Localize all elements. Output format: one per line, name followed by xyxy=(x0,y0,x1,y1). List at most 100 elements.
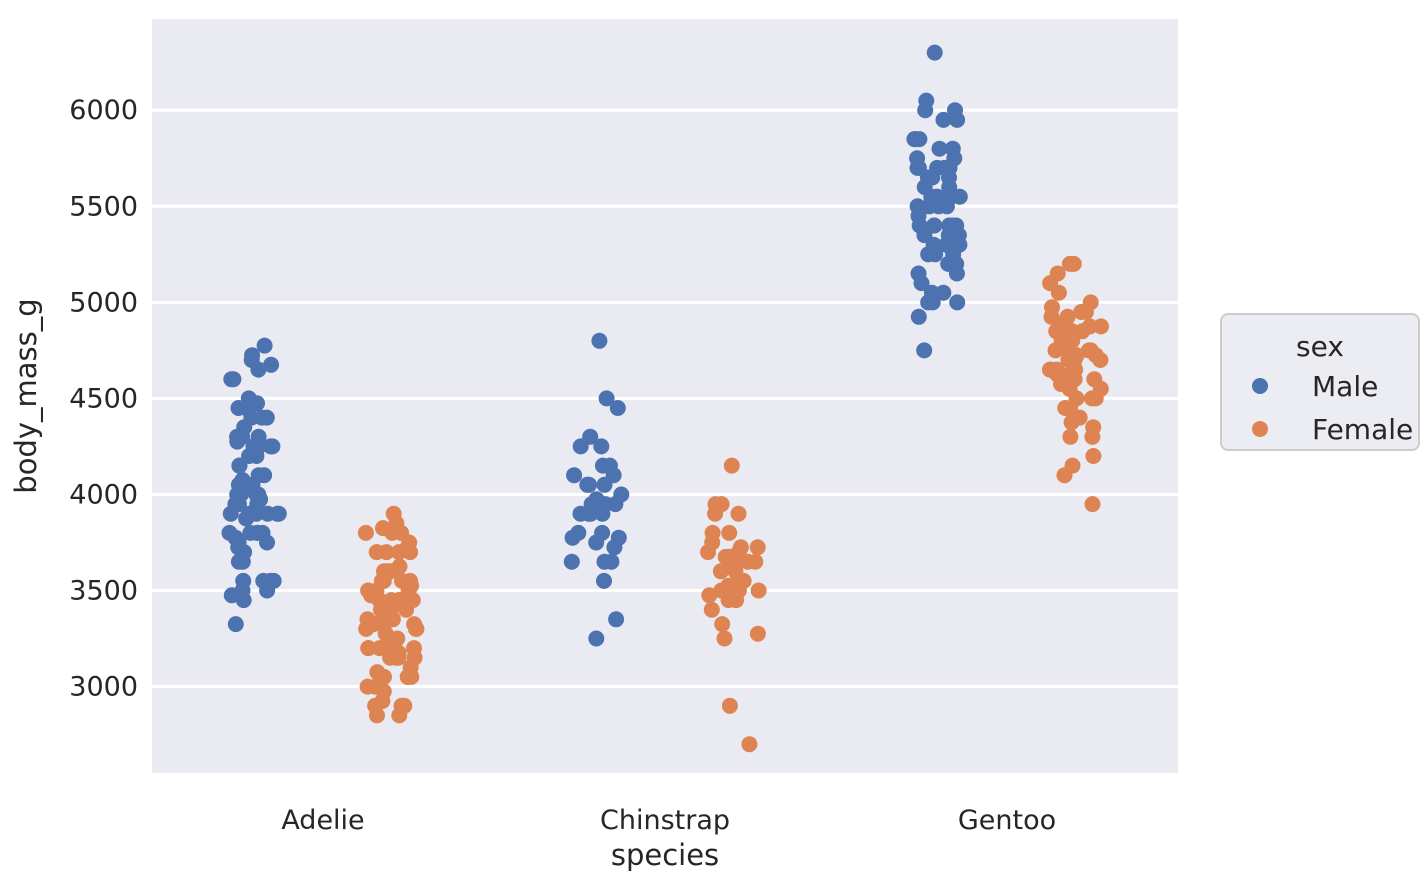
y-tick-label: 4000 xyxy=(69,479,138,510)
data-point xyxy=(608,611,625,628)
data-point xyxy=(1056,467,1073,484)
y-tick-label: 5000 xyxy=(69,287,138,318)
data-point xyxy=(374,693,391,709)
data-point xyxy=(741,736,758,753)
data-point xyxy=(1080,342,1097,359)
data-point xyxy=(593,438,610,455)
data-point xyxy=(716,630,733,647)
data-point xyxy=(941,179,958,196)
data-point xyxy=(704,524,721,541)
x-tick-label-chinstrap: Chinstrap xyxy=(600,805,730,836)
data-point xyxy=(223,371,240,388)
data-point xyxy=(1063,414,1080,431)
data-point xyxy=(935,111,952,128)
data-point xyxy=(906,131,923,148)
data-point xyxy=(248,505,265,522)
data-point xyxy=(749,625,766,642)
legend-male-label: Male xyxy=(1312,370,1378,403)
y-tick-label: 3500 xyxy=(69,576,138,607)
data-point xyxy=(1061,255,1078,272)
data-point xyxy=(1085,448,1102,464)
x-axis-label: species xyxy=(611,838,719,872)
y-axis-label: body_mass_g xyxy=(9,298,43,493)
data-point xyxy=(264,438,281,455)
data-point xyxy=(596,572,612,589)
points-adelie-male xyxy=(221,337,287,633)
x-tick-label-adelie: Adelie xyxy=(281,805,364,836)
x-tick-labels-group: Adelie Chinstrap Gentoo xyxy=(281,805,1056,836)
data-point xyxy=(913,275,930,292)
data-point xyxy=(920,294,937,311)
data-point xyxy=(948,217,965,234)
data-point xyxy=(375,520,391,537)
data-point xyxy=(1062,428,1079,445)
data-point xyxy=(563,553,580,570)
data-point xyxy=(1093,318,1109,335)
data-point xyxy=(911,217,928,234)
data-point xyxy=(707,505,724,522)
points-chinstrap-male xyxy=(563,332,630,647)
data-point xyxy=(916,342,933,359)
data-point xyxy=(598,390,615,407)
legend-female-label: Female xyxy=(1312,413,1413,446)
data-point xyxy=(234,553,251,570)
data-point xyxy=(1084,390,1100,407)
y-tick-label: 6000 xyxy=(69,95,138,126)
data-point xyxy=(610,529,627,546)
data-point xyxy=(920,246,937,263)
data-point xyxy=(1058,332,1075,349)
data-points-group xyxy=(221,44,1109,753)
data-point xyxy=(1084,428,1101,445)
data-point xyxy=(564,529,581,546)
data-point xyxy=(926,217,943,234)
legend-box xyxy=(1220,313,1420,451)
data-point xyxy=(250,438,267,455)
data-point xyxy=(390,644,407,661)
data-point xyxy=(256,337,273,354)
data-point xyxy=(721,697,738,714)
data-point xyxy=(1084,496,1101,513)
data-point xyxy=(259,505,276,522)
y-tick-labels-group: 3000 3500 4000 4500 5000 5500 6000 xyxy=(69,95,138,702)
data-point xyxy=(377,625,394,642)
legend-title: sex xyxy=(1296,330,1344,363)
data-point xyxy=(263,356,280,373)
data-point xyxy=(703,601,720,618)
data-point xyxy=(242,524,259,541)
data-point xyxy=(949,294,966,311)
data-point xyxy=(406,640,422,657)
data-point xyxy=(229,486,246,503)
data-point xyxy=(596,553,613,570)
legend-female-marker-icon xyxy=(1252,421,1268,437)
data-point xyxy=(258,409,275,426)
data-point xyxy=(250,467,267,484)
data-point xyxy=(1062,400,1079,416)
data-point xyxy=(399,668,416,685)
data-point xyxy=(401,534,418,551)
data-point xyxy=(749,539,766,556)
data-point xyxy=(259,582,276,599)
data-point xyxy=(378,544,395,561)
data-point xyxy=(946,150,963,167)
data-point xyxy=(700,544,716,561)
data-point xyxy=(227,616,244,633)
data-point xyxy=(359,611,376,628)
data-point xyxy=(931,140,948,157)
data-point xyxy=(588,534,605,551)
data-point xyxy=(714,616,731,633)
data-point xyxy=(363,587,380,604)
data-point xyxy=(382,601,399,618)
data-point xyxy=(393,697,410,714)
data-point xyxy=(938,236,955,253)
data-point xyxy=(750,582,767,599)
points-gentoo-male xyxy=(906,44,968,359)
data-point xyxy=(369,707,385,724)
data-point xyxy=(712,563,729,580)
data-point xyxy=(926,44,943,61)
y-tick-label: 4500 xyxy=(69,383,138,414)
data-point xyxy=(1060,352,1077,368)
data-point xyxy=(244,347,261,364)
data-point xyxy=(605,467,622,484)
